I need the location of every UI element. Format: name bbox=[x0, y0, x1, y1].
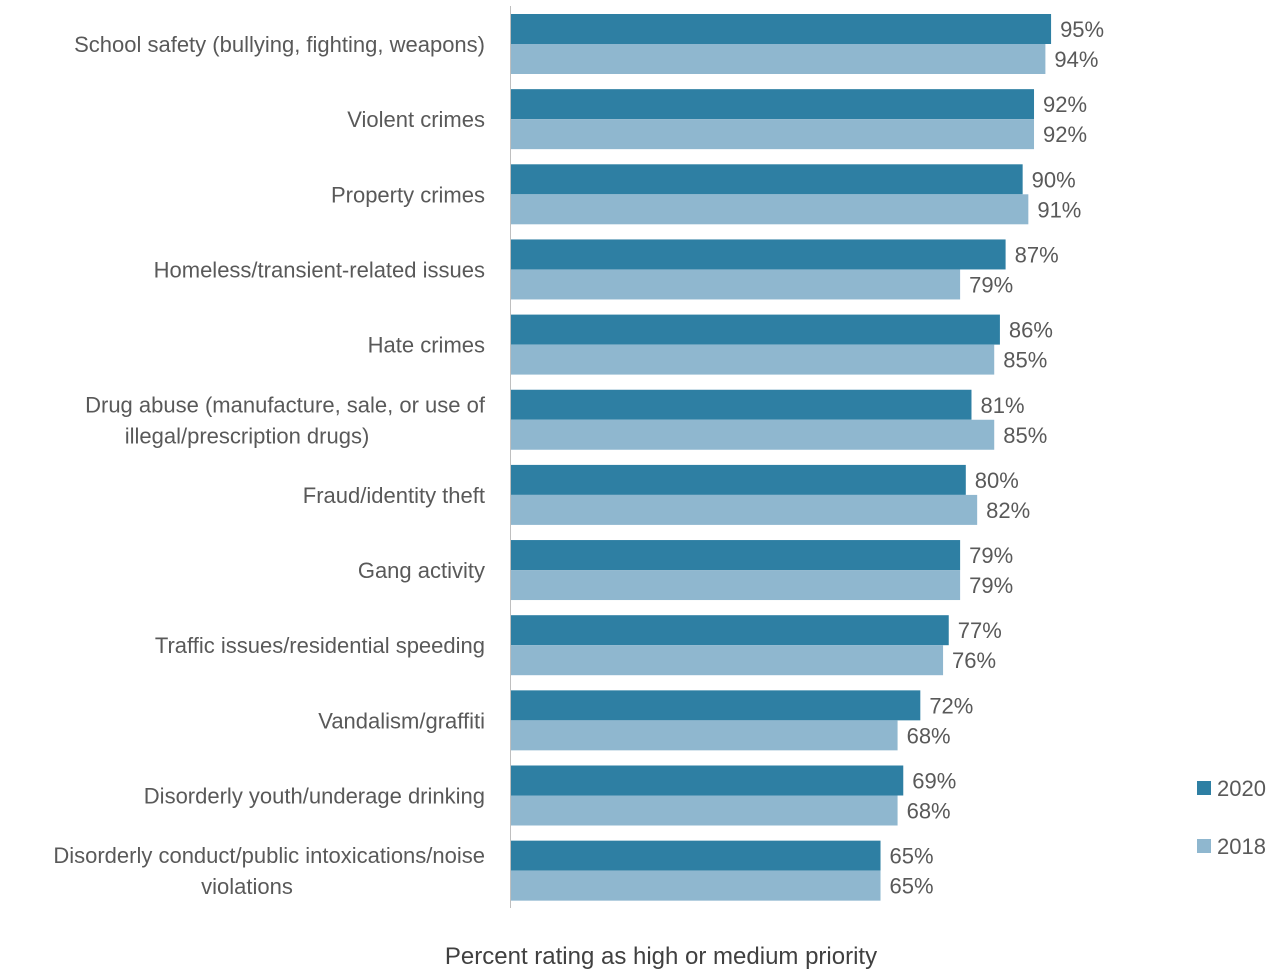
category-label: Vandalism/graffiti bbox=[318, 708, 485, 733]
bar-2018 bbox=[511, 720, 898, 751]
category-label: illegal/prescription drugs) bbox=[125, 423, 370, 448]
data-label-2020: 79% bbox=[969, 543, 1013, 568]
bar-2018 bbox=[511, 494, 978, 525]
data-label-2018: 79% bbox=[969, 573, 1013, 598]
data-label-2018: 68% bbox=[907, 799, 951, 824]
data-label-2018: 82% bbox=[986, 498, 1030, 523]
category-label: Property crimes bbox=[331, 182, 485, 207]
data-label-2020: 80% bbox=[975, 468, 1019, 493]
data-label-2018: 85% bbox=[1003, 348, 1047, 373]
data-label-2020: 65% bbox=[890, 844, 934, 869]
bars bbox=[511, 14, 1052, 901]
data-label-2018: 76% bbox=[952, 648, 996, 673]
legend-swatch-2020 bbox=[1197, 781, 1211, 795]
data-label-2018: 68% bbox=[907, 723, 951, 748]
category-labels: School safety (bullying, fighting, weapo… bbox=[53, 32, 486, 899]
bar-2018 bbox=[511, 870, 881, 901]
legend-swatch-2018 bbox=[1197, 839, 1211, 853]
data-label-2020: 86% bbox=[1009, 318, 1053, 343]
bar-2018 bbox=[511, 44, 1046, 74]
bar-2018 bbox=[511, 795, 898, 826]
category-label: Homeless/transient-related issues bbox=[154, 257, 485, 282]
data-label-2020: 90% bbox=[1032, 167, 1076, 192]
data-label-2020: 77% bbox=[958, 618, 1002, 643]
data-label-2020: 81% bbox=[980, 393, 1024, 418]
bar-2020 bbox=[511, 765, 904, 796]
bar-2020 bbox=[511, 690, 921, 721]
bar-2018 bbox=[511, 269, 961, 300]
data-label-2020: 69% bbox=[912, 769, 956, 794]
category-label: Drug abuse (manufacture, sale, or use of bbox=[85, 392, 486, 417]
x-axis-title: Percent rating as high or medium priorit… bbox=[445, 943, 877, 970]
data-label-2020: 72% bbox=[929, 693, 973, 718]
data-label-2020: 92% bbox=[1043, 92, 1087, 117]
legend-label-2018: 2018 bbox=[1217, 834, 1266, 859]
data-label-2018: 65% bbox=[890, 874, 934, 899]
legend: 2020 2018 bbox=[1197, 776, 1266, 859]
bar-2020 bbox=[511, 464, 966, 495]
bar-2018 bbox=[511, 419, 995, 450]
data-label-2020: 87% bbox=[1015, 242, 1059, 267]
data-label-2020: 95% bbox=[1060, 17, 1104, 42]
bar-2018 bbox=[511, 645, 944, 676]
category-label: Violent crimes bbox=[347, 107, 485, 132]
data-label-2018: 85% bbox=[1003, 423, 1047, 448]
bar-2020 bbox=[511, 314, 1000, 345]
bar-2018 bbox=[511, 119, 1035, 150]
bar-2020 bbox=[511, 389, 972, 420]
bar-2020 bbox=[511, 89, 1035, 120]
data-label-2018: 79% bbox=[969, 272, 1013, 297]
category-label: violations bbox=[201, 874, 293, 899]
legend-label-2020: 2020 bbox=[1217, 776, 1266, 801]
category-label: Gang activity bbox=[358, 558, 485, 583]
category-label: Hate crimes bbox=[368, 333, 485, 358]
bar-2018 bbox=[511, 344, 995, 375]
bar-2020 bbox=[511, 615, 949, 646]
bar-2020 bbox=[511, 840, 881, 871]
bar-2018 bbox=[511, 570, 961, 601]
category-label: Fraud/identity theft bbox=[303, 483, 485, 508]
data-label-2018: 94% bbox=[1054, 47, 1098, 72]
category-label: School safety (bullying, fighting, weapo… bbox=[74, 32, 485, 57]
bar-2020 bbox=[511, 239, 1006, 270]
bar-2020 bbox=[511, 540, 961, 571]
data-label-2018: 91% bbox=[1037, 197, 1081, 222]
bar-2018 bbox=[511, 194, 1029, 225]
bar-2020 bbox=[511, 14, 1052, 44]
category-label: Disorderly youth/underage drinking bbox=[144, 784, 485, 809]
data-labels: 95%94%92%92%90%91%87%79%86%85%81%85%80%8… bbox=[890, 17, 1105, 899]
data-label-2018: 92% bbox=[1043, 122, 1087, 147]
category-label: Disorderly conduct/public intoxications/… bbox=[53, 843, 485, 868]
category-label: Traffic issues/residential speeding bbox=[155, 633, 485, 658]
bar-2020 bbox=[511, 164, 1023, 195]
